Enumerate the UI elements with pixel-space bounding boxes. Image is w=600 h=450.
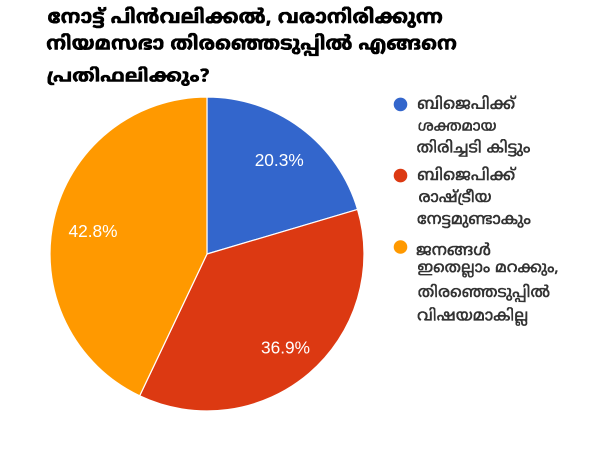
svg-text:20.3%: 20.3%: [255, 150, 304, 170]
svg-text:36.9%: 36.9%: [261, 338, 310, 358]
svg-text:42.8%: 42.8%: [68, 221, 117, 241]
